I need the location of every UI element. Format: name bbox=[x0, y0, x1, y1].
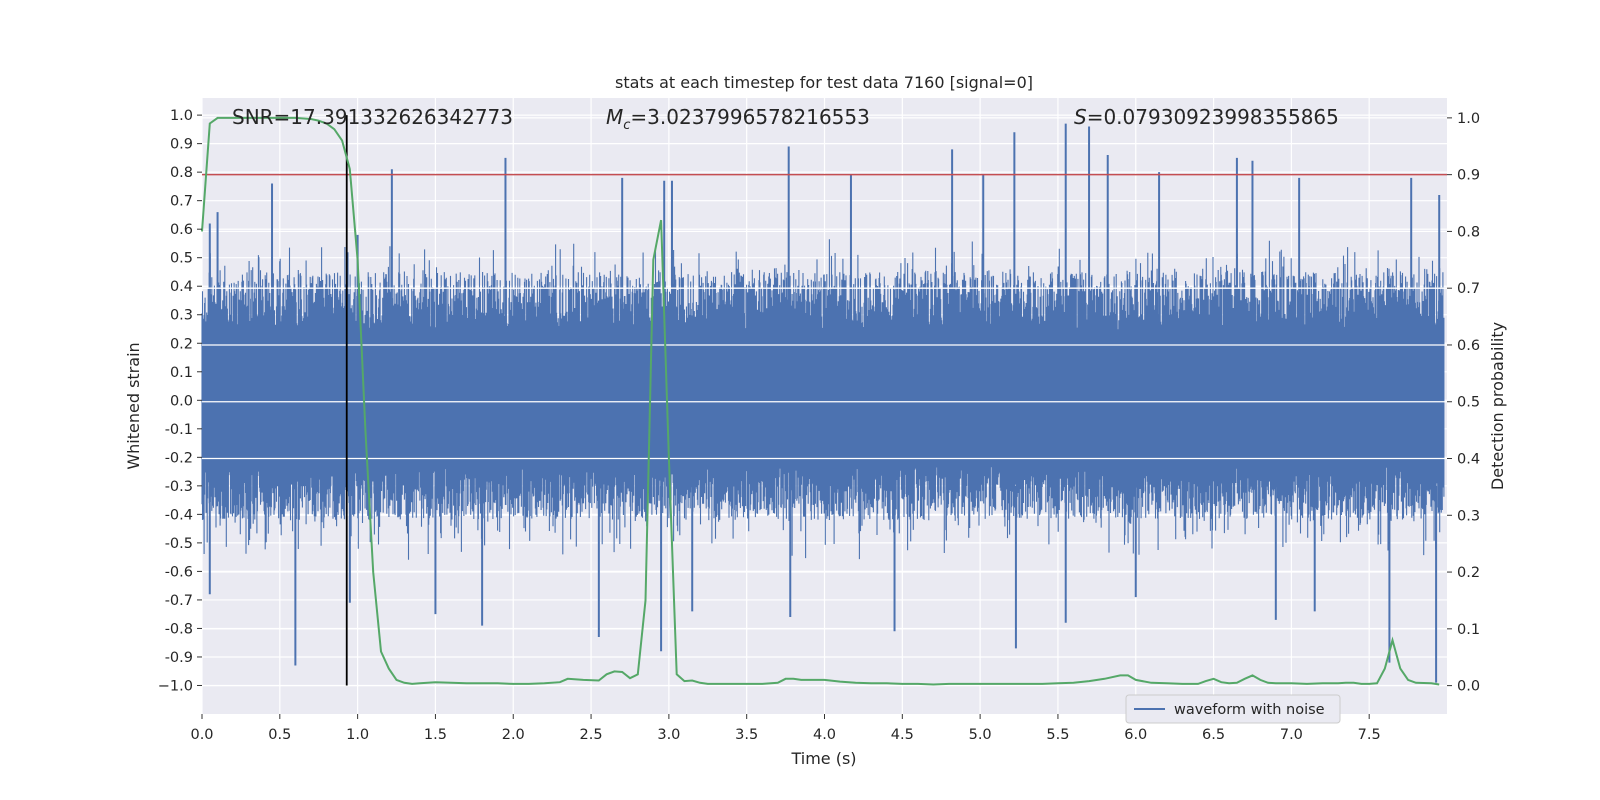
y-left-tick-label: -0.4 bbox=[165, 507, 193, 523]
y-left-tick-label: -0.5 bbox=[165, 536, 193, 552]
mc-symbol: M bbox=[606, 105, 623, 129]
legend: waveform with noise bbox=[1125, 694, 1341, 724]
legend-entry-waveform: waveform with noise bbox=[1174, 702, 1325, 718]
x-tick-label: 6.5 bbox=[1202, 727, 1225, 743]
y-right-tick-label: 0.2 bbox=[1457, 565, 1480, 581]
waveform-series bbox=[201, 123, 1447, 683]
y-right-axis-label: Detection probability bbox=[1488, 322, 1507, 490]
x-tick-label: 2.5 bbox=[580, 727, 603, 743]
x-tick-label: 1.5 bbox=[424, 727, 447, 743]
y-left-tick-label: -0.7 bbox=[165, 593, 193, 609]
y-right-tick-label: 0.4 bbox=[1457, 452, 1480, 468]
mc-value: =3.0237996578216553 bbox=[630, 105, 869, 129]
mc-subscript: c bbox=[623, 118, 630, 133]
y-left-tick-label: 0.0 bbox=[170, 393, 193, 409]
y-right-tick-label: 0.6 bbox=[1457, 338, 1480, 354]
s-annotation: S=0.07930923998355865 bbox=[1074, 105, 1339, 129]
y-left-tick-label: -0.8 bbox=[165, 621, 193, 637]
s-symbol: S bbox=[1074, 105, 1087, 129]
y-left-tick-label: -0.3 bbox=[165, 479, 193, 495]
overlay bbox=[201, 115, 1447, 686]
mc-annotation: Mc=3.0237996578216553 bbox=[606, 105, 870, 133]
x-tick-label: 0.5 bbox=[268, 727, 291, 743]
ticks: 0.0 0.5 1.0 1.5 2.0 2.5 3.0 3.5 4.0 4.5 5.0 5.5 6.0 6… bbox=[158, 108, 1480, 743]
y-right-tick-label: 0.5 bbox=[1457, 395, 1480, 411]
x-tick-label: 7.0 bbox=[1280, 727, 1303, 743]
s-value: =0.07930923998355865 bbox=[1087, 105, 1339, 129]
y-left-tick-label: -0.1 bbox=[165, 422, 193, 438]
x-tick-label: 5.5 bbox=[1046, 727, 1069, 743]
y-left-tick-label: −1.0 bbox=[158, 678, 193, 694]
y-left-tick-label: -0.2 bbox=[165, 450, 193, 466]
y-left-tick-label: 0.7 bbox=[170, 194, 193, 210]
y-left-axis-label: Whitened strain bbox=[124, 342, 143, 469]
y-left-tick-label: 1.0 bbox=[170, 108, 193, 124]
x-tick-label: 5.0 bbox=[969, 727, 992, 743]
y-left-tick-label: 0.1 bbox=[170, 365, 193, 381]
y-right-tick-label: 0.7 bbox=[1457, 281, 1480, 297]
x-tick-label: 7.5 bbox=[1358, 727, 1381, 743]
detection-probability-line bbox=[201, 116, 1440, 686]
y-right-tick-label: 1.0 bbox=[1457, 111, 1480, 127]
waveform-noise bbox=[201, 239, 1445, 560]
x-tick-label: 4.0 bbox=[813, 727, 836, 743]
y-left-tick-label: 0.9 bbox=[170, 137, 193, 153]
y-right-tick-label: 0.3 bbox=[1457, 508, 1480, 524]
y-left-tick-label: -0.6 bbox=[165, 564, 193, 580]
y-left-tick-label: 0.3 bbox=[170, 308, 193, 324]
y-left-tick-label: 0.6 bbox=[170, 222, 193, 238]
y-left-tick-label: 0.5 bbox=[170, 251, 193, 267]
chart-title: stats at each timestep for test data 716… bbox=[615, 73, 1033, 92]
y-left-tick-label: 0.8 bbox=[170, 165, 193, 181]
y-left-tick-label: -0.9 bbox=[165, 650, 193, 666]
x-tick-label: 1.0 bbox=[346, 727, 369, 743]
y-right-tick-label: 0.9 bbox=[1457, 168, 1480, 184]
x-tick-label: 3.5 bbox=[735, 727, 758, 743]
legend-box bbox=[1125, 694, 1341, 724]
y-right-tick-label: 0.0 bbox=[1457, 679, 1480, 695]
x-tick-label: 6.0 bbox=[1124, 727, 1147, 743]
x-axis-label: Time (s) bbox=[790, 749, 856, 768]
x-tick-label: 4.5 bbox=[891, 727, 914, 743]
snr-annotation: SNR=17.391332626342773 bbox=[232, 105, 513, 129]
y-left-tick-label: 0.2 bbox=[170, 336, 193, 352]
x-tick-label: 0.0 bbox=[190, 727, 213, 743]
y-right-tick-label: 0.8 bbox=[1457, 224, 1480, 240]
y-left-tick-label: 0.4 bbox=[170, 279, 193, 295]
x-tick-label: 2.0 bbox=[502, 727, 525, 743]
x-tick-label: 3.0 bbox=[657, 727, 680, 743]
y-right-tick-label: 0.1 bbox=[1457, 622, 1480, 638]
